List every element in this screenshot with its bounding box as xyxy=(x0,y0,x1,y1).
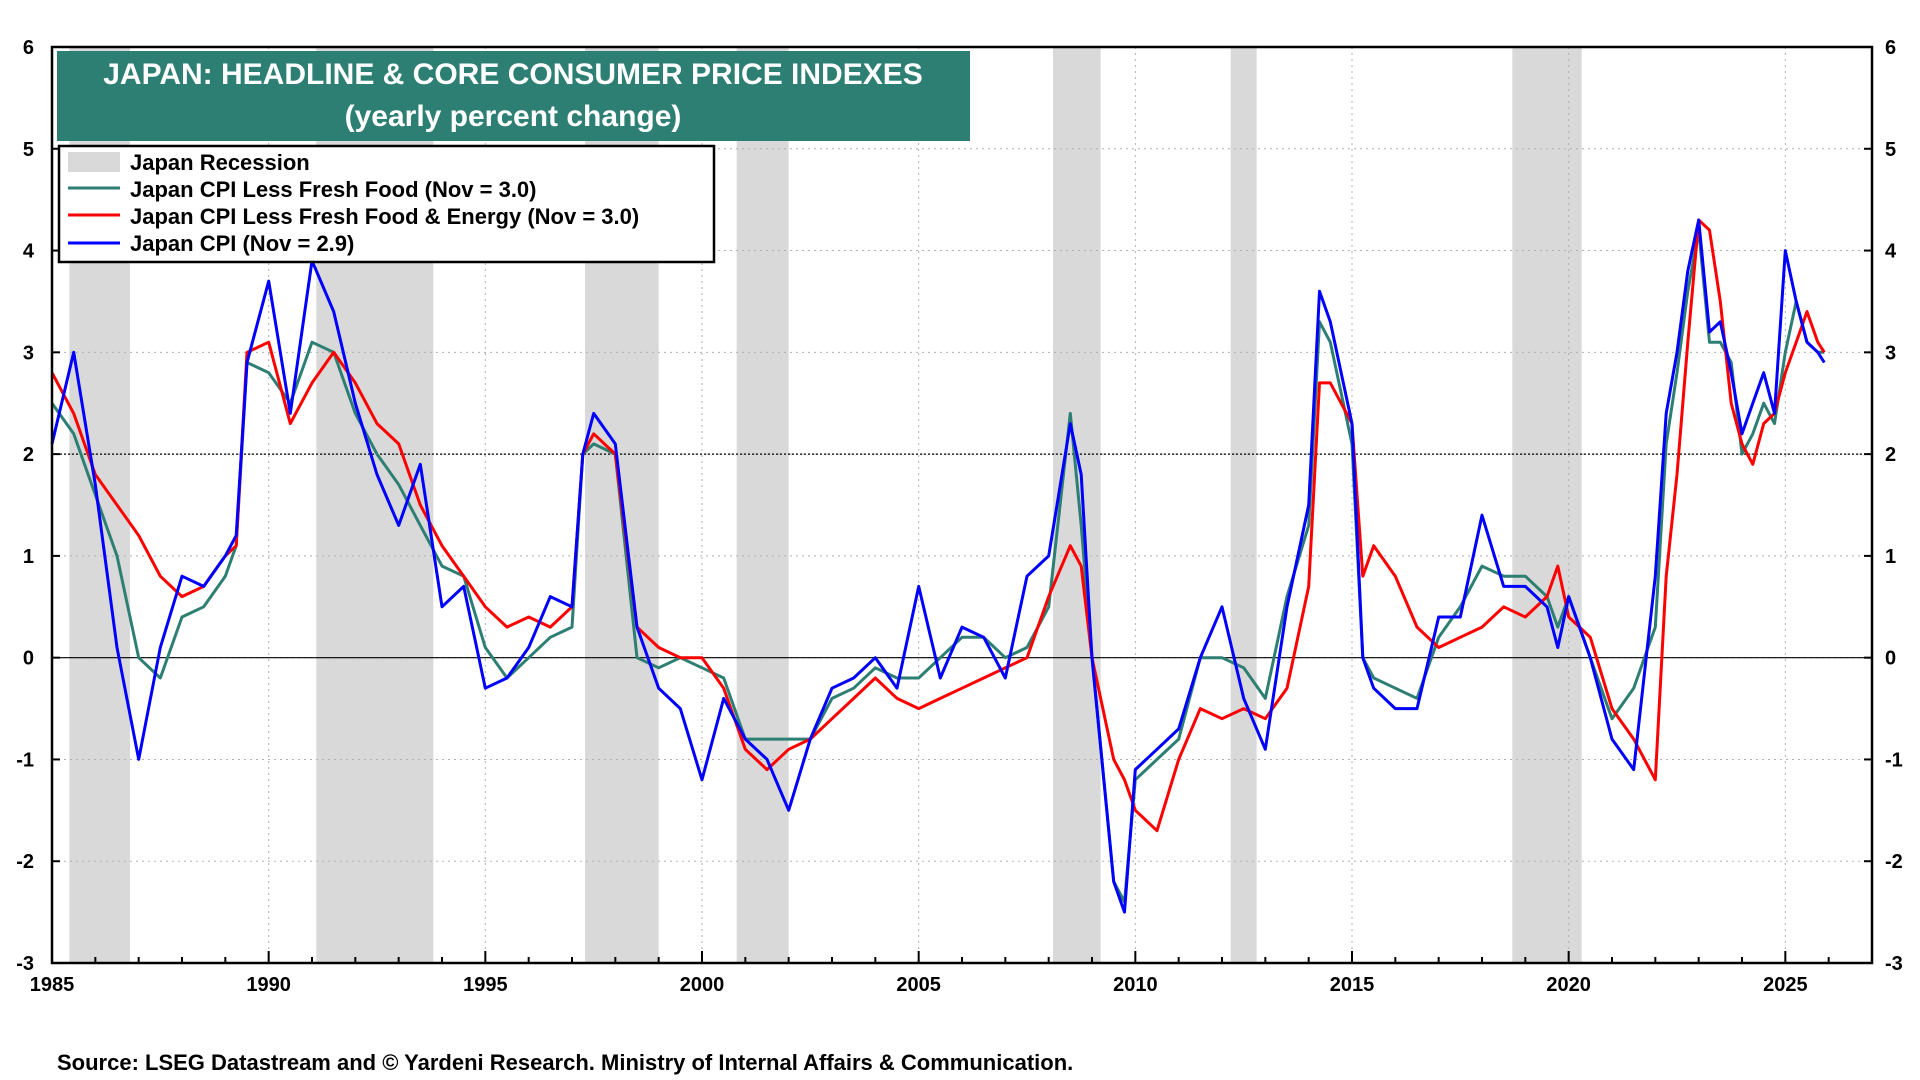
legend-box xyxy=(57,144,716,264)
y-tick-label-left: 0 xyxy=(23,648,34,670)
x-tick-label: 2000 xyxy=(680,974,725,996)
title-background xyxy=(57,51,970,141)
y-tick-label-left: -2 xyxy=(16,851,34,873)
y-tick-label-left: 4 xyxy=(23,241,35,263)
y-tick-label-right: 0 xyxy=(1885,648,1896,670)
y-tick-label-right: -2 xyxy=(1885,851,1903,873)
series-line-headline xyxy=(50,218,1826,914)
legend-label-less-fresh-food-energy: Japan CPI Less Fresh Food & Energy (Nov … xyxy=(130,204,639,229)
y-tick-label-right: 2 xyxy=(1885,444,1896,466)
y-tick-label-right: 5 xyxy=(1885,139,1896,161)
x-tick-label: 2015 xyxy=(1330,974,1375,996)
y-tick-label-left: -3 xyxy=(16,953,34,975)
y-tick-label-left: 6 xyxy=(23,37,34,59)
y-tick-label-left: -1 xyxy=(16,749,34,771)
y-tick-label-right: 3 xyxy=(1885,342,1896,364)
y-tick-label-right: -3 xyxy=(1885,953,1903,975)
recession-band xyxy=(1512,47,1582,963)
series-line-less-fresh-food-energy xyxy=(50,218,1826,833)
series-line-less-fresh-food xyxy=(50,228,1825,904)
y-tick-label-right: 1 xyxy=(1885,546,1896,568)
chart-title-box: JAPAN: HEADLINE & CORE CONSUMER PRICE IN… xyxy=(57,51,970,141)
legend: Japan Recession Japan CPI Less Fresh Foo… xyxy=(57,144,716,264)
legend-label-headline: Japan CPI (Nov = 2.9) xyxy=(130,231,354,256)
x-tick-label: 2010 xyxy=(1113,974,1158,996)
x-tick-label: 1990 xyxy=(246,974,291,996)
x-tick-label: 2025 xyxy=(1763,974,1808,996)
legend-label-recession: Japan Recession xyxy=(130,150,310,175)
y-tick-label-right: -1 xyxy=(1885,749,1903,771)
recession-band xyxy=(736,47,789,963)
legend-swatch-recession xyxy=(68,152,120,172)
y-tick-label-right: 4 xyxy=(1885,241,1897,263)
x-tick-label: 2005 xyxy=(896,974,941,996)
y-tick-label-left: 2 xyxy=(23,444,34,466)
source-note: Source: LSEG Datastream and © Yardeni Re… xyxy=(57,1050,1074,1075)
y-tick-label-left: 5 xyxy=(23,139,34,161)
x-tick-label: 1985 xyxy=(30,974,75,996)
reference-lines xyxy=(52,453,1872,659)
y-tick-label-left: 1 xyxy=(23,546,34,568)
x-tick-label: 2020 xyxy=(1546,974,1591,996)
x-tick-label: 1995 xyxy=(463,974,508,996)
chart-title: JAPAN: HEADLINE & CORE CONSUMER PRICE IN… xyxy=(103,58,923,91)
legend-label-less-fresh-food: Japan CPI Less Fresh Food (Nov = 3.0) xyxy=(130,177,537,202)
y-tick-label-right: 6 xyxy=(1885,37,1896,59)
y-tick-label-left: 3 xyxy=(23,342,34,364)
recession-band xyxy=(1230,47,1257,963)
series-lines xyxy=(50,218,1826,914)
chart-subtitle: (yearly percent change) xyxy=(345,100,682,133)
